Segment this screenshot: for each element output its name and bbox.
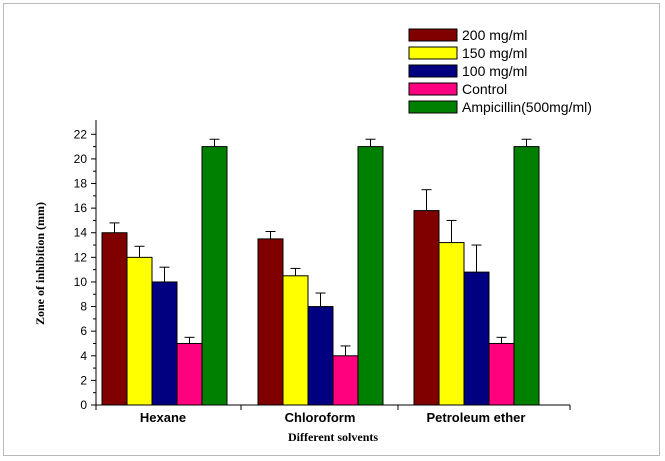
bar: [282, 275, 309, 406]
y-tick-label: 22: [74, 127, 88, 141]
legend-label: 100 mg/ml: [462, 63, 527, 79]
legend: 200 mg/ml 150 mg/ml 100 mg/ml Control Ampici…: [408, 27, 592, 115]
bar: [176, 342, 203, 406]
x-tick-label: Hexane: [140, 410, 186, 425]
y-tick-label: 14: [74, 226, 88, 240]
y-tick-label: 8: [80, 300, 87, 314]
axes-layer: 0 2 4 6 8 10 12 14 16 18 20 22 Hexane Chloroform Petro…: [74, 120, 571, 425]
bar: [438, 242, 465, 406]
x-tick-label: Chloroform: [285, 410, 356, 425]
y-tick-label: 12: [74, 250, 88, 264]
legend-swatch: [408, 64, 458, 78]
legend-swatch: [408, 100, 458, 114]
legend-swatch: [408, 46, 458, 60]
legend-swatch: [408, 82, 458, 96]
y-tick-label: 18: [74, 177, 88, 191]
bar: [201, 146, 228, 406]
y-tick-label: 6: [80, 324, 87, 338]
y-tick-label: 0: [80, 398, 87, 412]
bar: [357, 146, 384, 406]
bar: [126, 256, 153, 406]
legend-label: 150 mg/ml: [462, 45, 527, 61]
bar: [488, 342, 515, 406]
y-tick-label: 20: [74, 152, 88, 166]
y-tick-label: 16: [74, 201, 88, 215]
legend-swatch: [408, 28, 458, 42]
error-bars-layer: [109, 138, 532, 356]
bar: [413, 210, 440, 406]
y-tick-label: 10: [74, 275, 88, 289]
bars-layer: [101, 146, 540, 406]
x-axis-title: Different solvents: [288, 430, 378, 444]
bar: [332, 355, 359, 406]
legend-label: 200 mg/ml: [462, 27, 527, 43]
bar: [307, 306, 334, 406]
legend-label: Control: [462, 81, 507, 97]
y-tick-label: 2: [80, 373, 87, 387]
x-tick-label: Petroleum ether: [427, 410, 526, 425]
bar: [101, 232, 128, 406]
bar: [151, 281, 178, 406]
bar: [513, 146, 540, 406]
y-axis-title: Zone of inhibition (mm): [33, 202, 47, 325]
bar: [463, 271, 490, 406]
y-tick-label: 4: [80, 349, 87, 363]
legend-label: Ampicillin(500mg/ml): [462, 99, 592, 115]
bar: [257, 238, 284, 406]
